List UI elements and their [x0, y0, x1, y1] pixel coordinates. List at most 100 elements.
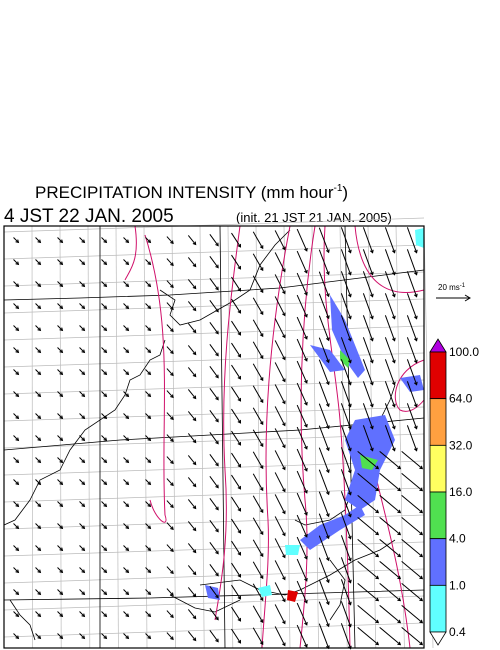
grid-line	[255, 225, 262, 649]
wind-arrow	[296, 294, 308, 318]
wind-arrow	[101, 501, 108, 508]
precip-area	[340, 350, 350, 368]
wind-arrow	[231, 474, 242, 490]
wind-arrow	[166, 456, 174, 465]
wind-arrow	[231, 518, 242, 534]
wind-arrow	[166, 434, 174, 443]
wind-arrow	[79, 435, 86, 442]
wind-arrow	[274, 406, 286, 427]
wind-arrow	[145, 237, 152, 244]
wind-arrow	[187, 279, 197, 290]
map-frame	[3, 225, 425, 649]
wind-arrow	[318, 513, 330, 540]
wind-arrow	[252, 363, 264, 382]
wind-arrow	[406, 425, 418, 452]
wind-arrow	[252, 407, 264, 426]
wind-arrow	[57, 391, 64, 398]
wind-arrow	[231, 562, 242, 578]
wind-arrow	[401, 604, 424, 624]
wind-arrow	[187, 235, 197, 246]
precip-area	[330, 295, 365, 378]
wind-arrow	[209, 476, 219, 489]
wind-arrow	[123, 281, 130, 288]
precip-area	[285, 545, 300, 555]
wind-arrow	[209, 542, 219, 555]
wind-arrow	[231, 276, 242, 292]
wind-arrow	[379, 494, 402, 514]
wind-arrow	[79, 347, 86, 354]
wind-arrow	[357, 560, 380, 580]
wind-arrow	[231, 452, 242, 468]
wind-arrow	[231, 320, 242, 336]
wind-arrow	[79, 237, 86, 244]
wind-arrow	[166, 588, 174, 597]
wind-arrow	[145, 457, 152, 464]
wind-arrow	[274, 428, 286, 449]
map	[3, 217, 434, 650]
wind-arrow	[209, 278, 219, 291]
wind-arrow	[57, 545, 64, 552]
wind-arrow	[362, 403, 374, 430]
wind-arrow	[379, 560, 402, 580]
wind-arrow	[13, 567, 20, 574]
wind-scale-text: 20 ms	[438, 283, 460, 292]
wind-arrow	[166, 412, 174, 421]
wind-arrow	[101, 325, 108, 332]
colorbar-label: 1.0	[449, 578, 466, 592]
wind-arrow	[145, 259, 152, 266]
wind-arrow	[123, 413, 130, 420]
wind-arrow	[296, 272, 308, 296]
wind-arrow	[187, 499, 197, 510]
wind-arrow	[101, 281, 108, 288]
wind-arrow	[145, 391, 152, 398]
wind-arrow	[57, 479, 64, 486]
wind-arrow	[384, 425, 396, 452]
wind-arrow	[13, 281, 20, 288]
grid-line	[59, 225, 62, 649]
wind-arrow	[384, 381, 396, 408]
wind-arrow	[187, 345, 197, 356]
wind-arrow	[318, 425, 330, 452]
wind-arrow	[362, 337, 374, 364]
wind-arrow	[57, 237, 64, 244]
wind-arrow	[57, 325, 64, 332]
wind-arrow	[166, 258, 174, 267]
grid-line	[3, 379, 425, 395]
wind-arrow	[406, 359, 418, 386]
wind-arrow	[145, 589, 152, 596]
grid-line	[87, 225, 91, 649]
wind-arrow	[401, 516, 424, 536]
wind-arrow	[379, 450, 402, 470]
wind-arrow	[57, 589, 64, 596]
wind-arrow	[187, 301, 197, 312]
wind-arrow	[340, 293, 352, 320]
wind-arrow	[101, 523, 108, 530]
wind-arrow	[384, 315, 396, 342]
wind-arrow	[340, 469, 352, 496]
isobar	[354, 225, 425, 293]
wind-arrow	[13, 435, 20, 442]
wind-arrow	[101, 611, 108, 618]
wind-arrow	[379, 604, 402, 624]
wind-arrow	[296, 602, 308, 626]
wind-arrow	[187, 477, 197, 488]
wind-scale-label: 20 ms-1	[438, 283, 466, 292]
wind-arrow	[79, 369, 86, 376]
wind-arrow	[209, 564, 219, 577]
wind-arrow	[340, 337, 352, 364]
wind-arrow	[166, 302, 174, 311]
wind-arrow	[340, 359, 352, 386]
colorbar-label: 100.0	[449, 345, 479, 359]
wind-arrow	[13, 237, 20, 244]
wind-arrow	[35, 457, 42, 464]
wind-arrow	[340, 227, 352, 254]
wind-arrow	[79, 589, 86, 596]
coastline	[169, 594, 241, 613]
wind-arrow	[35, 501, 42, 508]
colorbar-label: 64.0	[449, 392, 473, 406]
wind-arrow	[101, 633, 108, 640]
wind-arrow	[123, 567, 130, 574]
wind-arrow	[318, 271, 330, 298]
wind-arrow	[209, 586, 219, 599]
wind-arrow	[384, 227, 396, 254]
